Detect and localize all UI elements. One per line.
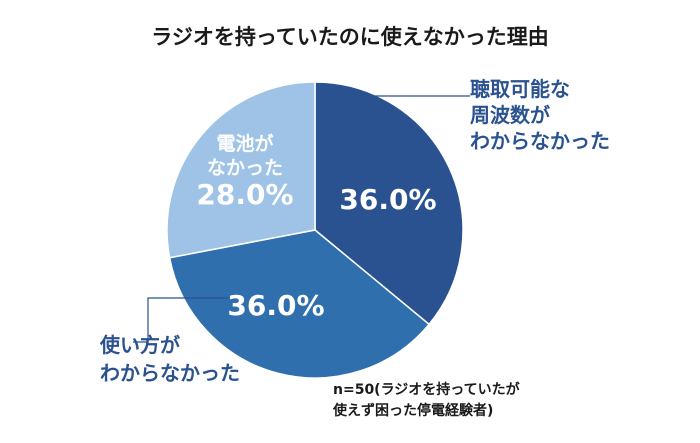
chart-title: ラジオを持っていたのに使えなかった理由 [151,25,549,49]
sample-note: n=50(ラジオを持っていたが 使えず困った停電経験者) [332,381,524,419]
leader-line-2 [133,297,228,343]
slice-value-2: 36.0% [227,289,324,322]
slice-label-1-line-1: 聴取可能な [470,77,570,101]
sample-note-line-1: n=50(ラジオを持っていたが [333,381,521,398]
slice-label-3: 電池がなかった [207,132,283,179]
pie-slices [166,81,464,379]
slice-value-1: 36.0% [339,183,436,216]
slice-label-3-line-2: なかった [207,157,283,179]
pie-slice-3 [166,81,316,259]
slice-label-1: 聴取可能な周波数がわからなかった [470,77,610,153]
slice-label-2-line-2: わからなかった [100,361,240,385]
pie-slice-1 [314,81,464,326]
slice-value-3: 28.0% [196,178,293,211]
sample-note-line-2: 使えず困った停電経験者) [332,402,493,419]
slice-label-1-line-3: わからなかった [470,129,610,153]
slice-label-2-line-1: 使い方が [99,333,180,357]
pie-labels: 聴取可能な周波数がわからなかった36.0%使い方がわからなかった36.0%電池が… [99,77,610,385]
slice-label-3-line-1: 電池が [216,132,273,155]
slice-label-2: 使い方がわからなかった [99,333,240,385]
slice-label-1-line-2: 周波数が [470,103,550,127]
